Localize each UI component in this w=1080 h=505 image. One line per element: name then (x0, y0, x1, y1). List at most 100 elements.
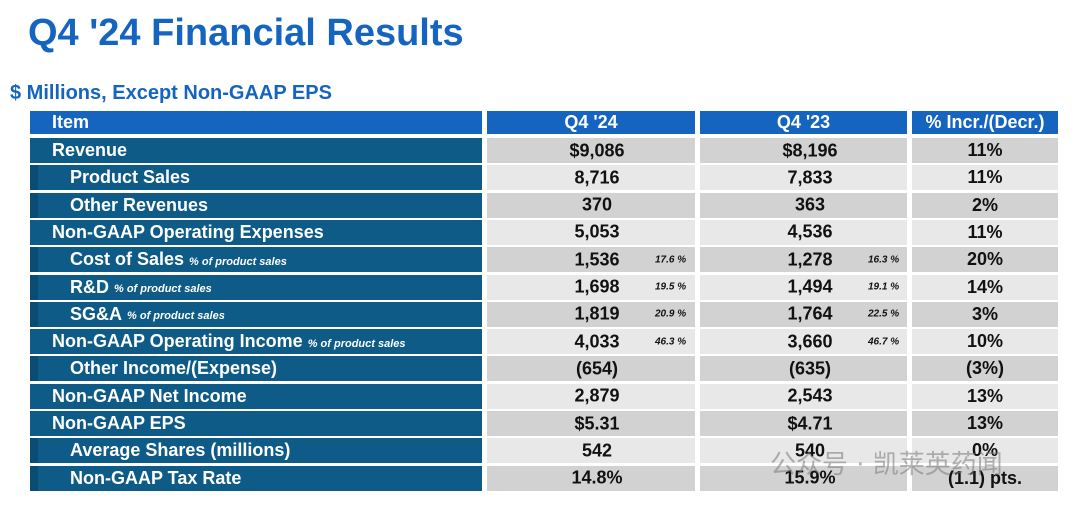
row-label: Non-GAAP Operating Expenses (30, 219, 482, 245)
value-cell: 1,819 20.9 % (487, 301, 695, 327)
value: 1,494 (787, 276, 833, 297)
value-cell: 1,764 22.5 % (700, 301, 907, 327)
row-label-text: Other Income/(Expense) (70, 358, 278, 379)
value: 1,536 (574, 249, 620, 270)
row-note: % of product sales (307, 337, 406, 350)
row-label: Non-GAAP EPS (30, 411, 482, 436)
value: (654) (575, 358, 619, 379)
value: 4,536 (787, 221, 833, 242)
value: 5,053 (574, 221, 620, 242)
value: $8,196 (782, 140, 838, 160)
row-label-text: Revenue (52, 140, 128, 160)
title: Q4 '24 Financial Results (28, 12, 464, 54)
value-cell: 540 (700, 438, 907, 464)
row-label-text: Non-GAAP Net Income (52, 385, 247, 406)
change-cell: 10% (912, 329, 1058, 355)
row-label: SG&A % of product sales (30, 301, 482, 327)
value-cell: 363 (700, 192, 907, 218)
row-label-text: Non-GAAP EPS (52, 413, 186, 433)
value-cell: 4,033 46.3 % (487, 329, 695, 355)
value-cell: 3,660 46.7 % (700, 329, 907, 355)
percent-note: 22.5 % (868, 308, 900, 320)
value-cell: 370 (487, 192, 695, 218)
value: $4.71 (787, 413, 833, 433)
header-cell: Q4 '24 (487, 111, 695, 134)
row-label: Non-GAAP Tax Rate (30, 465, 482, 491)
watermark: 公众号 · 凯莱英药闻 (770, 450, 1003, 480)
row-label: Non-GAAP Net Income (30, 383, 482, 409)
value-cell: 15.9% (700, 465, 907, 491)
change-cell: 13% (912, 383, 1058, 409)
value: 14.8% (571, 467, 623, 488)
value-cell: 1,494 19.1 % (700, 274, 907, 300)
value: 4,033 (574, 331, 620, 352)
header-cell: % Incr./(Decr.) (912, 111, 1058, 134)
percent-note: 16.3 % (868, 254, 900, 266)
value-cell: 5,053 (487, 219, 695, 245)
header-cell: Item (30, 111, 482, 134)
value-cell: $9,086 (487, 138, 695, 163)
row-label-text: R&D (70, 276, 109, 297)
percent-note: 19.1 % (868, 281, 900, 293)
value: 363 (794, 194, 826, 215)
value: 1,698 (574, 276, 620, 297)
row-label-text: Non-GAAP Operating Income (52, 331, 303, 352)
value: 15.9% (784, 467, 836, 488)
value: 3,660 (787, 331, 833, 352)
percent-note: 19.5 % (655, 281, 687, 293)
row-label: Non-GAAP Operating Income % of product sa… (30, 329, 482, 355)
value-cell: (635) (700, 356, 907, 382)
row-label-text: Other Revenues (70, 194, 209, 215)
row-note: % of product sales (114, 283, 212, 295)
value: 2,879 (574, 385, 620, 406)
change-cell: 11% (912, 219, 1058, 245)
change-cell: 2% (912, 192, 1058, 218)
value: $9,086 (569, 140, 625, 160)
row-note: % of product sales (127, 310, 225, 323)
value-cell: $5.31 (487, 411, 695, 436)
subtitle: $ Millions, Except Non-GAAP EPS (10, 82, 332, 104)
change-cell: 11% (912, 165, 1058, 191)
row-label-text: Non-GAAP Operating Expenses (52, 221, 324, 242)
value: 7,833 (787, 167, 833, 188)
percent-note: 46.3 % (655, 336, 687, 348)
row-label: Revenue (30, 138, 482, 163)
value: 1,278 (787, 249, 833, 270)
change-cell: (3%) (912, 356, 1058, 382)
row-label: Product Sales (30, 165, 482, 191)
change-cell: 14% (912, 274, 1058, 300)
row-label: Other Revenues (30, 192, 482, 218)
change-cell: 0% (912, 438, 1058, 464)
row-label-text: Cost of Sales (70, 249, 185, 270)
value-cell: 2,543 (700, 383, 907, 409)
value: 540 (794, 440, 826, 461)
value: 2,543 (787, 385, 833, 406)
row-label: Other Income/(Expense) (30, 356, 482, 382)
value-cell: 542 (487, 438, 695, 464)
value: 1,819 (574, 303, 620, 324)
value: (635) (788, 358, 832, 379)
value-cell: $4.71 (700, 411, 907, 436)
value-cell: (654) (487, 356, 695, 382)
value-cell: 2,879 (487, 383, 695, 409)
change-cell: 3% (912, 301, 1058, 327)
row-label-text: Average Shares (millions) (70, 440, 291, 461)
percent-note: 17.6 % (655, 254, 687, 266)
value-cell: 8,716 (487, 165, 695, 191)
value: 370 (581, 194, 613, 215)
value-cell: 4,536 (700, 219, 907, 245)
value: 542 (581, 440, 613, 461)
row-label-text: Non-GAAP Tax Rate (70, 467, 242, 488)
change-cell: 20% (912, 247, 1058, 273)
value-cell: 7,833 (700, 165, 907, 191)
row-label-text: SG&A (70, 303, 123, 324)
value-cell: 1,278 16.3 % (700, 247, 907, 273)
change-cell: (1.1) pts. (912, 465, 1058, 491)
value-cell: 1,536 17.6 % (487, 247, 695, 273)
value-cell: $8,196 (700, 138, 907, 163)
row-label-text: Product Sales (70, 167, 191, 188)
row-label: Average Shares (millions) (30, 438, 482, 464)
change-cell: 13% (912, 411, 1058, 436)
row-note: % of product sales (189, 255, 287, 268)
